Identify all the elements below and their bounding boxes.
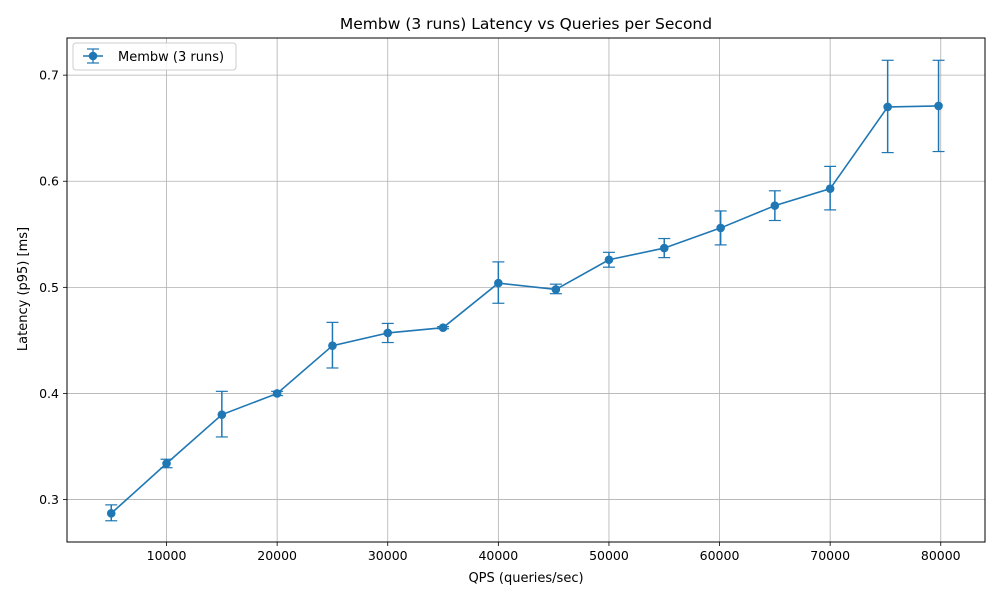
ticks: 10000 20000 30000 40000 50000 60000 70000 80000… [39, 68, 961, 563]
data-point [770, 201, 780, 210]
x-tick-label: 60000 [700, 548, 740, 563]
legend-label: Membw (3 runs) [118, 50, 224, 65]
y-axis-label: Latency (p95) [ms] [16, 227, 31, 351]
data-point [272, 389, 282, 398]
chart-title: Membw (3 runs) Latency vs Queries per Se… [340, 15, 712, 33]
data-point [328, 341, 337, 351]
x-axis-label: QPS (queries/sec) [468, 571, 583, 586]
x-tick-label: 30000 [368, 548, 408, 563]
data-point [604, 255, 614, 265]
data-point [716, 223, 725, 233]
x-tick-label: 80000 [921, 548, 961, 563]
series-membw [105, 59, 945, 522]
x-tick-label: 40000 [478, 548, 518, 563]
x-tick-label: 20000 [257, 548, 297, 563]
y-tick-label: 0.6 [39, 174, 59, 189]
y-tick-label: 0.7 [39, 68, 59, 83]
data-point [217, 410, 227, 419]
data-point [825, 184, 835, 193]
y-tick-label: 0.5 [39, 280, 59, 295]
data-point [551, 285, 561, 294]
data-point [659, 243, 669, 253]
data-point [438, 323, 448, 332]
grid [67, 38, 985, 542]
data-point [883, 102, 892, 112]
legend-box [72, 42, 237, 71]
plot-frame [66, 37, 986, 543]
data-point [106, 509, 116, 518]
series-line [110, 105, 939, 514]
y-tick-label: 0.4 [39, 386, 59, 401]
y-tick-label: 0.3 [39, 492, 59, 507]
x-tick-label: 70000 [810, 548, 850, 563]
legend-point [88, 51, 98, 61]
x-tick-label: 50000 [589, 548, 629, 563]
data-point [162, 459, 171, 468]
data-point [494, 278, 503, 288]
legend: Membw (3 runs) [72, 42, 237, 71]
x-tick-label: 10000 [147, 548, 187, 563]
legend-marker-icon [83, 48, 103, 64]
data-point [383, 328, 393, 338]
data-point [934, 101, 943, 111]
